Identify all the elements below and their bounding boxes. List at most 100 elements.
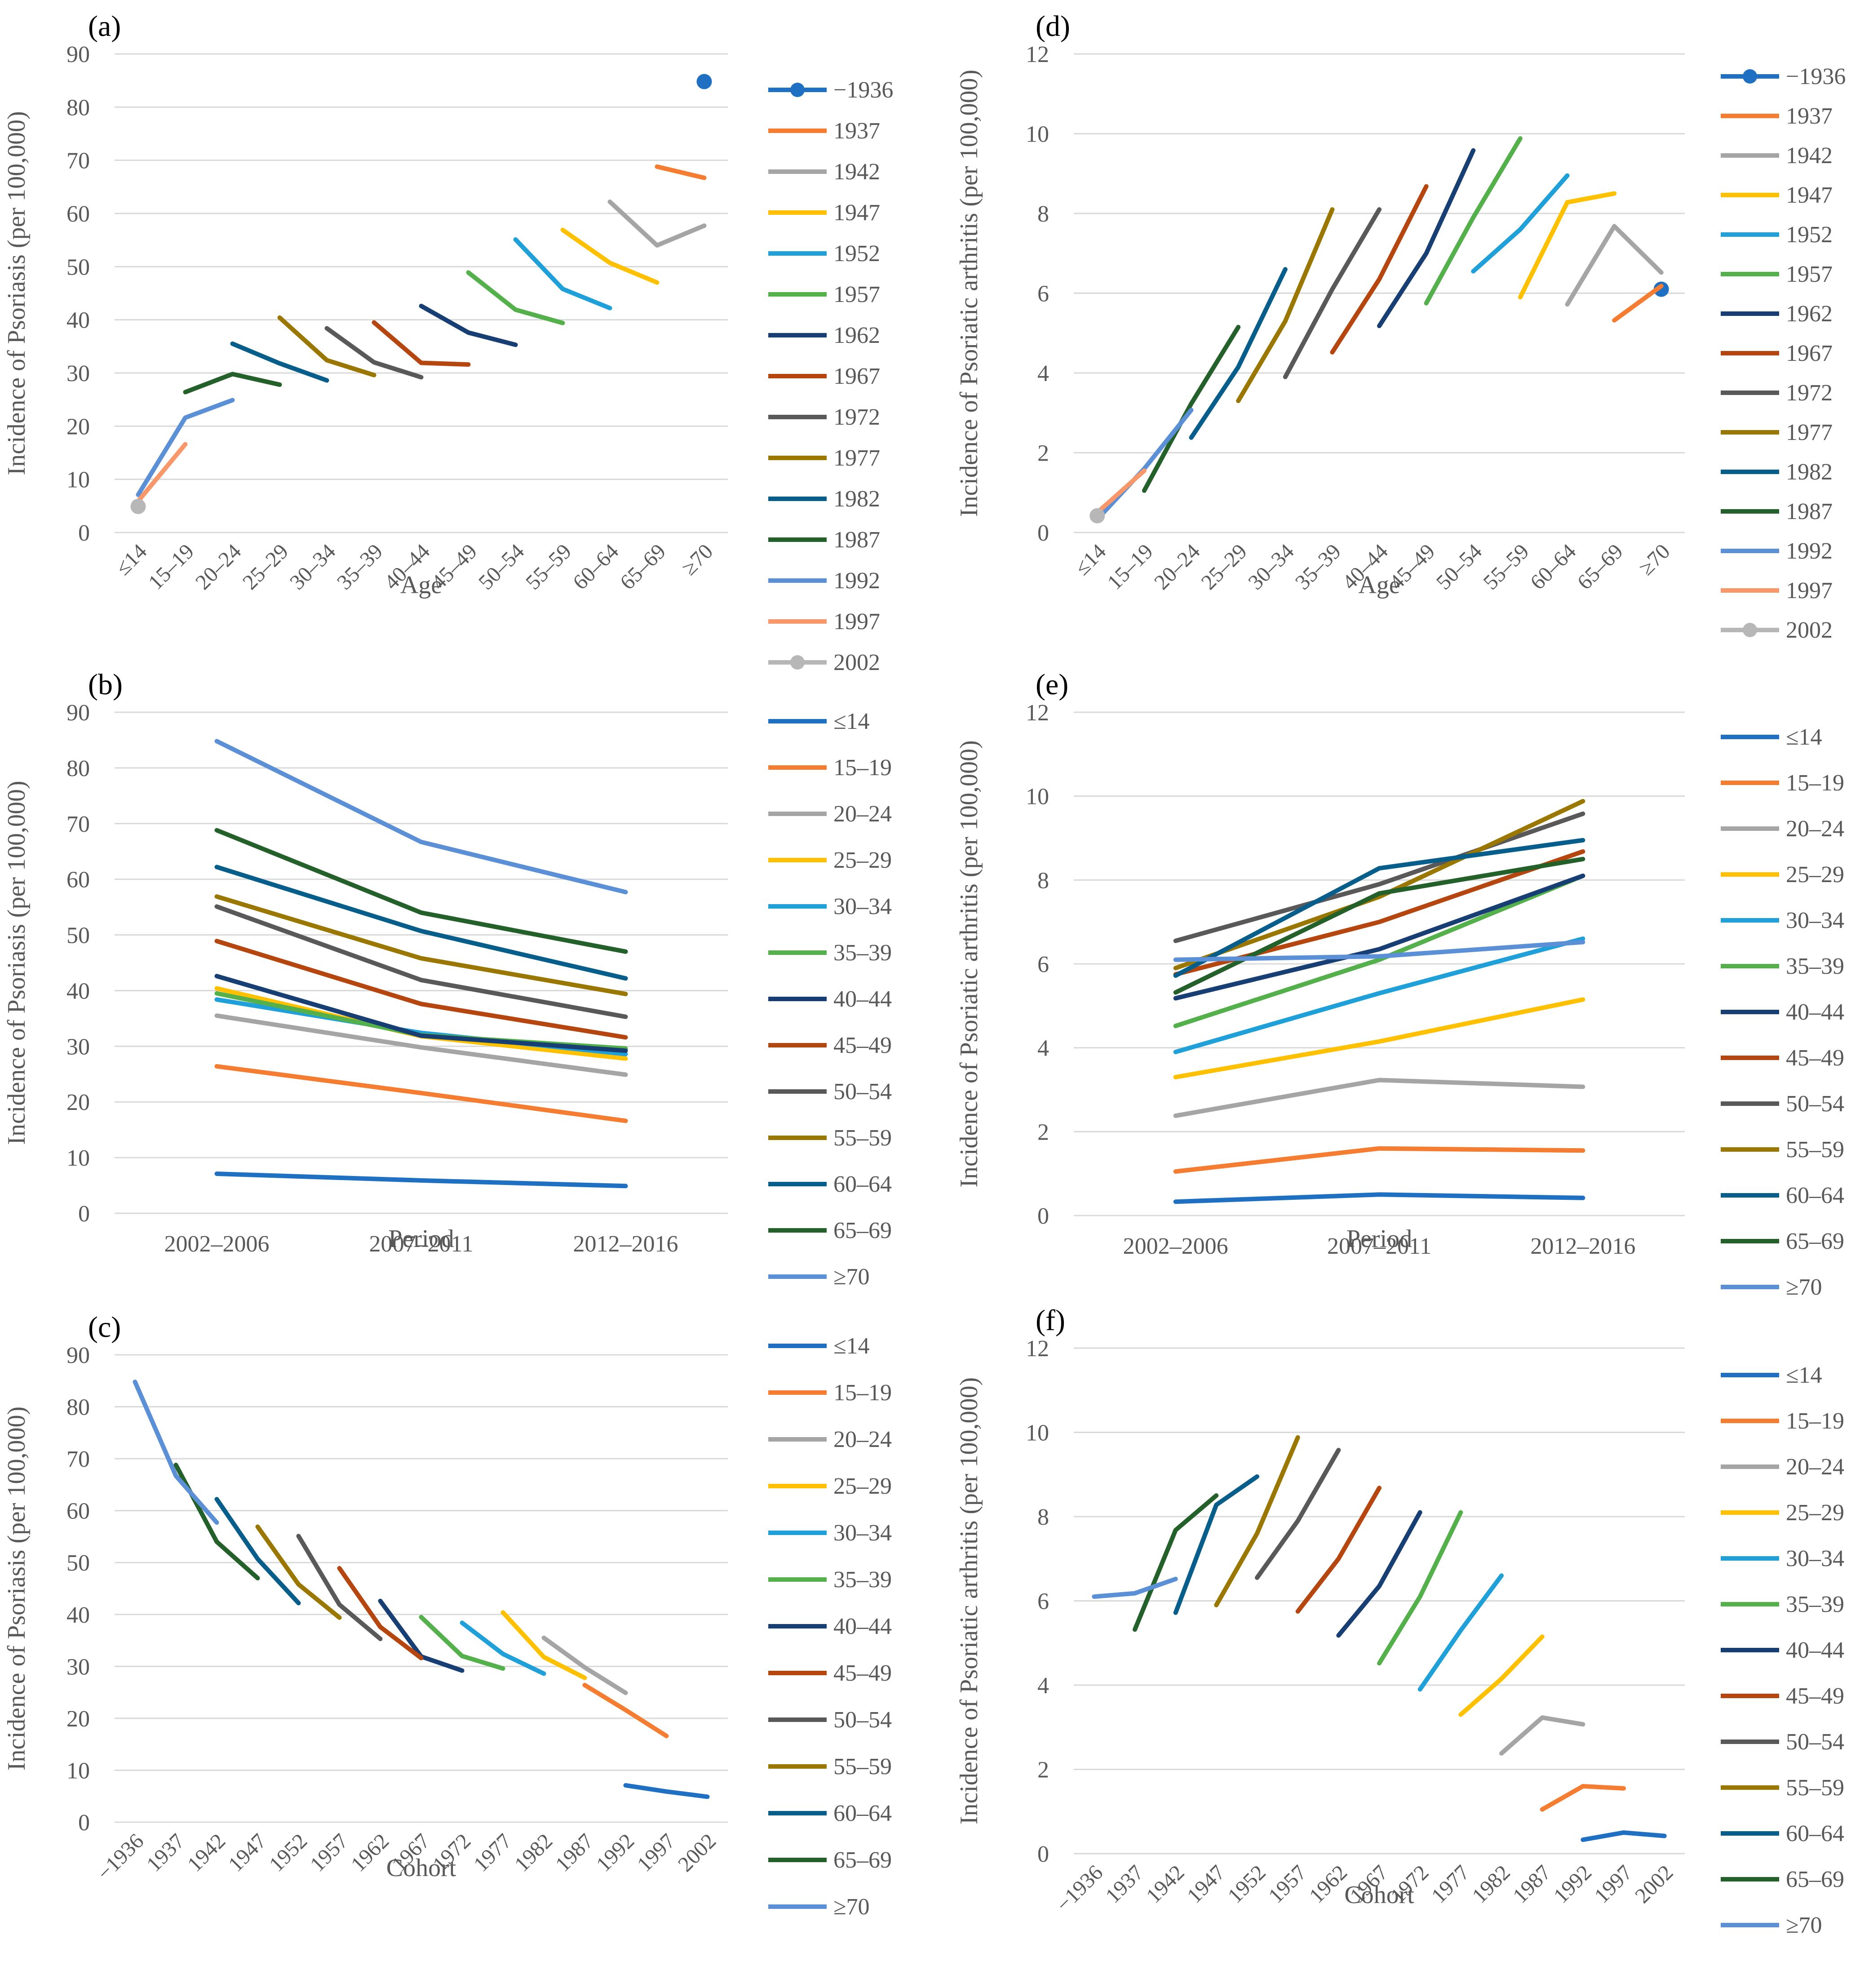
y-tick-label: 30 <box>66 1034 90 1060</box>
x-tick-label: 1977 <box>1427 1860 1474 1908</box>
series-60-64-line <box>214 1497 301 1606</box>
y-tick-label: 0 <box>1037 1203 1049 1229</box>
y-tick-label: 60 <box>66 1499 90 1524</box>
y-tick-label: 10 <box>66 467 90 493</box>
series-65-69-line <box>1133 1493 1219 1632</box>
legend-label: 1947 <box>833 200 880 226</box>
x-tick-label: 1992 <box>1549 1860 1596 1908</box>
legend-label: 20–24 <box>833 1427 892 1452</box>
legend-label: 1967 <box>1786 341 1833 366</box>
x-tick-label: 15–19 <box>144 539 199 594</box>
legend-label: ≤14 <box>833 1333 870 1359</box>
y-axis-title: Incidence of Psoriasis (per 100,000) <box>3 111 31 475</box>
x-tick-label: ≤14 <box>1070 539 1111 580</box>
legend-label: 35–39 <box>1786 1592 1844 1617</box>
y-tick-label: 60 <box>66 201 90 227</box>
legend-label: −1936 <box>833 77 893 103</box>
panel-e: (e) 0 2 4 6 8 10 12 Incidence of Psoriatic arthr… <box>955 668 1844 1300</box>
y-tick-label: 50 <box>66 1550 90 1576</box>
x-tick-label: 30–34 <box>285 539 340 594</box>
legend-marker <box>790 655 805 670</box>
panel-label: (f) <box>1036 1304 1065 1337</box>
x-tick-label: 50–54 <box>1432 539 1487 594</box>
legend-label: 50–54 <box>833 1079 892 1105</box>
y-tick-label: 10 <box>1026 784 1049 810</box>
panel-label: (e) <box>1036 668 1068 701</box>
legend-label: 25–29 <box>833 848 892 873</box>
series-20-24-line <box>541 1635 628 1695</box>
legend-label: 35–39 <box>833 1567 892 1593</box>
series-1962-line <box>1377 148 1476 328</box>
panel-label: (c) <box>88 1311 121 1344</box>
legend-label: 55–59 <box>1786 1775 1844 1801</box>
series-40-44-line <box>1173 874 1585 1001</box>
legend-label: 1962 <box>1786 301 1833 327</box>
y-axis-title: Incidence of Psoriatic arthritis (per 10… <box>955 740 983 1187</box>
legend-label: 30–34 <box>833 1520 892 1546</box>
series-15-19-line <box>1540 1784 1626 1812</box>
series-1937-line <box>1612 284 1664 323</box>
x-tick-label: 2012–2016 <box>573 1231 678 1257</box>
legend-label: ≤14 <box>833 709 870 734</box>
x-tick-label: 1997 <box>1590 1860 1637 1908</box>
series-1957-line <box>466 270 565 325</box>
legend-label: 20–24 <box>833 801 892 827</box>
series-1936-point <box>696 74 712 89</box>
y-tick-label: 10 <box>1026 122 1049 147</box>
y-tick-label: 40 <box>66 978 90 1004</box>
y-tick-label: 12 <box>1026 1336 1049 1362</box>
series-35-39-line <box>1377 1510 1463 1666</box>
series-1937-line <box>655 164 707 180</box>
y-tick-label: 70 <box>66 148 90 174</box>
legend-label: 50–54 <box>1786 1729 1844 1755</box>
y-tick-label: 6 <box>1037 952 1049 977</box>
legend-label: 50–54 <box>833 1707 892 1733</box>
legend-label: 1992 <box>833 568 880 594</box>
x-tick-label: 2012–2016 <box>1530 1234 1635 1259</box>
x-tick-label: −1936 <box>1052 1860 1108 1917</box>
legend-label: 55–59 <box>833 1754 892 1779</box>
x-tick-label: 60–64 <box>568 539 623 594</box>
x-tick-label: 2002–2006 <box>1123 1234 1228 1259</box>
legend-label: 40–44 <box>833 986 892 1012</box>
series-2002-point <box>1089 508 1105 524</box>
legend-label: 30–34 <box>1786 908 1844 933</box>
x-tick-label: 1942 <box>1142 1860 1189 1908</box>
x-axis-title: Period <box>1346 1225 1412 1253</box>
x-tick-label: 1947 <box>1182 1860 1230 1908</box>
x-axis-title: Age <box>400 571 442 599</box>
x-tick-label: 65–69 <box>616 539 670 594</box>
legend-label: 1937 <box>1786 103 1833 129</box>
x-tick-label: 25–29 <box>238 539 293 594</box>
x-tick-label: 1957 <box>1264 1860 1311 1908</box>
x-tick-label: 1937 <box>142 1829 189 1876</box>
legend-label: 1997 <box>1786 578 1833 604</box>
y-tick-label: 80 <box>66 95 90 120</box>
y-tick-label: 50 <box>66 923 90 949</box>
y-axis-title: Incidence of Psoriatic arthritis (per 10… <box>955 70 983 517</box>
y-tick-label: 80 <box>66 1395 90 1420</box>
legend-label: 35–39 <box>1786 954 1844 979</box>
legend-label: 1957 <box>833 282 880 307</box>
y-tick-label: 12 <box>1026 700 1049 726</box>
legend-marker <box>790 83 805 97</box>
x-tick-label: 1992 <box>592 1829 639 1876</box>
series-le14-line <box>1173 1192 1585 1204</box>
legend-label: 45–49 <box>1786 1683 1844 1709</box>
legend-label: 1952 <box>833 241 880 266</box>
x-tick-label: −1936 <box>93 1829 149 1885</box>
legend-label: 45–49 <box>833 1033 892 1058</box>
series-1987-line <box>183 372 282 395</box>
series-50-54-line <box>296 1534 383 1642</box>
y-tick-label: 6 <box>1037 1589 1049 1615</box>
legend-label: 1997 <box>833 609 880 635</box>
panel-label: (a) <box>88 10 121 43</box>
series-15-19-line <box>582 1682 669 1739</box>
y-tick-label: 4 <box>1037 361 1049 386</box>
series-15-19-line <box>214 1064 628 1123</box>
series-40-44-line <box>214 974 628 1053</box>
legend-label: 25–29 <box>1786 1500 1844 1526</box>
legend-label: 1977 <box>1786 420 1833 445</box>
series-1957-line <box>1424 136 1523 306</box>
legend-label: 35–39 <box>833 940 892 966</box>
